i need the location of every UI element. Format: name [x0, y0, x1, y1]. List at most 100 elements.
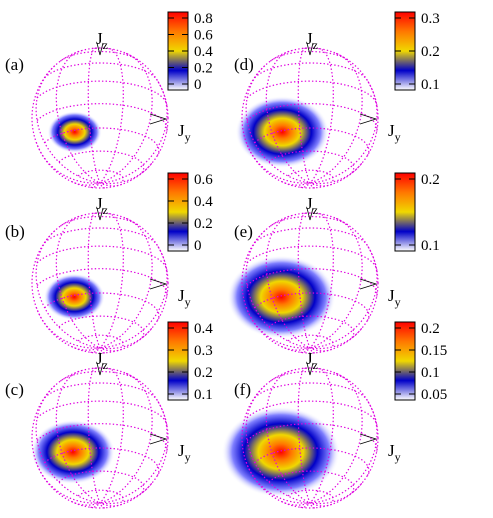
colorbar-tick-label: 0.8: [194, 11, 213, 27]
colorbar-tick-label: 0.6: [194, 28, 213, 44]
longitude-line: [309, 217, 363, 349]
panel-c: Jz Jy (c) 0.4 0.3 0.2 0.1: [5, 321, 213, 509]
colorbar-tick-label: 0.2: [421, 44, 440, 60]
colorbar-tick-label: 0.15: [421, 343, 447, 359]
longitude-line: [99, 483, 153, 505]
longitude-line: [99, 368, 124, 504]
longitude-line: [309, 347, 332, 352]
jz-axis-arrow: [306, 207, 314, 221]
latitude-line: [36, 80, 168, 106]
colorbar-tick-label: 0.2: [194, 61, 213, 77]
latitude-line: [44, 447, 160, 477]
jy-axis-label: Jy: [178, 286, 191, 309]
jz-axis-arrow: [96, 42, 104, 56]
longitude-line: [245, 462, 311, 504]
colorbar-tick-label: 0.3: [194, 343, 213, 359]
jy-axis-label: Jy: [388, 286, 401, 309]
latitude-line: [246, 245, 378, 271]
longitude-line: [55, 369, 101, 504]
longitude-line: [245, 142, 311, 184]
longitude-line: [90, 182, 101, 188]
colorbar: [394, 321, 416, 401]
latitude-line: [91, 212, 108, 215]
jz-axis-arrow: [306, 362, 314, 376]
longitude-line: [297, 367, 311, 504]
density-spot: [47, 111, 102, 153]
latitude-line: [91, 367, 108, 370]
latitude-line: [254, 127, 370, 157]
longitude-line: [309, 372, 363, 504]
jz-axis-label: Jz: [306, 29, 318, 52]
latitude-line: [268, 470, 355, 494]
latitude-line: [254, 227, 369, 247]
latitude-line: [268, 315, 355, 339]
longitude-line: [90, 502, 101, 508]
latitude-line: [58, 470, 145, 494]
longitude-line: [281, 501, 311, 506]
latitude-line: [270, 215, 350, 227]
longitude-line: [309, 182, 332, 187]
longitude-line: [99, 246, 168, 349]
colorbar-tick-label: 0.1: [421, 238, 440, 254]
colorbar-tick-label: 0.1: [421, 365, 440, 381]
jz-axis-label: Jz: [96, 29, 108, 52]
jz-axis-arrow: [96, 207, 104, 221]
longitude-line: [35, 462, 101, 504]
latitude-line: [60, 215, 140, 227]
longitude-line: [99, 502, 105, 509]
jy-axis-arrow: [149, 113, 168, 125]
latitude-line: [254, 292, 370, 322]
latitude-line: [36, 400, 168, 426]
longitude-line: [309, 246, 378, 349]
panel-label: (a): [5, 55, 24, 74]
latitude-line: [44, 292, 160, 322]
latitude-line: [58, 315, 145, 339]
longitude-line: [71, 181, 101, 186]
colorbar-tick-label: 0.1: [421, 77, 440, 93]
longitude-line: [35, 142, 101, 184]
longitude-line: [99, 217, 153, 349]
jz-axis-label: Jz: [96, 194, 108, 217]
latitude-line: [60, 50, 140, 62]
jy-axis-label: Jy: [388, 121, 401, 144]
latitude-line: [246, 400, 378, 426]
longitude-line: [99, 48, 124, 184]
longitude-line: [309, 52, 363, 184]
colorbar: [167, 321, 189, 401]
colorbar-tick-label: 0.2: [421, 172, 440, 188]
colorbar: [167, 172, 189, 252]
colorbar: [394, 172, 416, 252]
jy-axis-arrow: [359, 113, 378, 125]
jz-axis-label: Jz: [96, 349, 108, 372]
longitude-line: [309, 368, 334, 504]
panel-label: (b): [5, 222, 25, 241]
longitude-line: [99, 372, 153, 504]
jy-axis-arrow: [149, 433, 168, 445]
longitude-line: [309, 401, 378, 504]
density-spot: [227, 255, 336, 339]
longitude-line: [297, 212, 311, 349]
longitude-line: [265, 49, 311, 184]
colorbar-tick-label: 0.2: [194, 365, 213, 381]
longitude-line: [309, 328, 363, 350]
longitude-line: [71, 346, 101, 351]
panel-e: Jz Jy (e) 0.2 0.1: [227, 172, 440, 354]
panel-d: Jz Jy (d) 0.3 0.2 0.1: [234, 11, 440, 189]
latitude-line: [44, 127, 160, 157]
longitude-line: [99, 213, 124, 349]
longitude-line: [99, 52, 153, 184]
panel-label: (f): [234, 380, 251, 399]
longitude-line: [99, 328, 153, 350]
jy-axis-arrow: [149, 278, 168, 290]
longitude-line: [281, 181, 311, 186]
latitude-line: [301, 367, 318, 370]
latitude-line: [270, 50, 350, 62]
latitude-line: [91, 47, 108, 50]
longitude-line: [309, 81, 378, 184]
longitude-line: [300, 502, 311, 508]
latitude-line: [36, 245, 168, 271]
latitude-line: [301, 212, 318, 215]
latitude-line: [270, 370, 350, 382]
longitude-line: [309, 213, 334, 349]
